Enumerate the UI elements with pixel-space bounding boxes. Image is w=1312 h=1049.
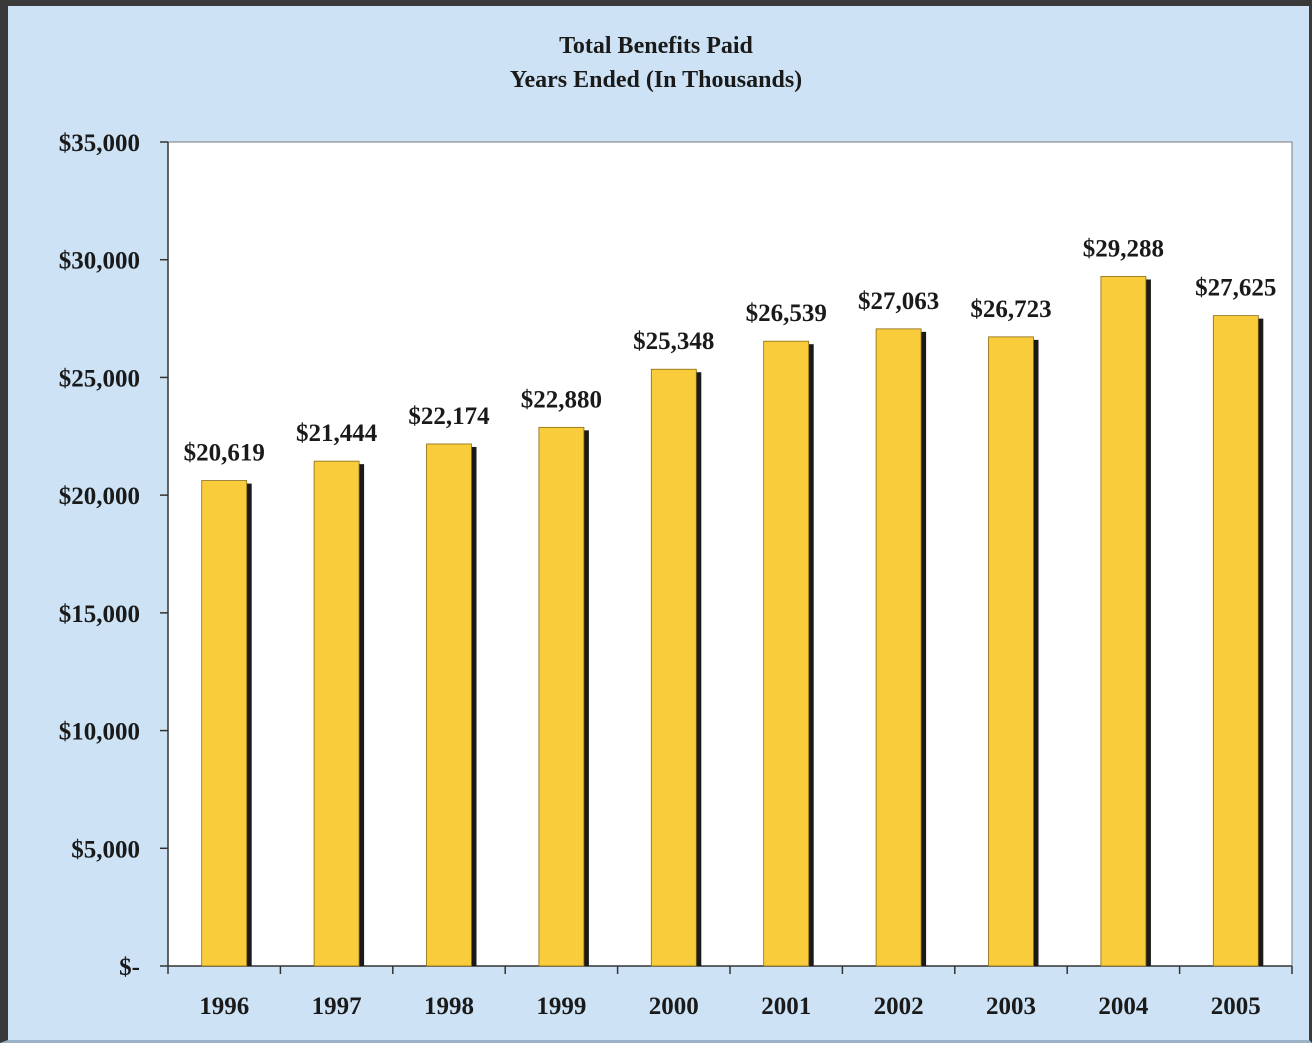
x-tick-label: 2004 [1098, 993, 1149, 1020]
data-label: $22,880 [521, 386, 602, 413]
bar [650, 368, 697, 967]
data-label: $20,619 [184, 440, 265, 467]
chart-title: Total Benefits Paid [559, 33, 753, 59]
x-axis: 1996 1997 1998 1999 2000 2001 2002 2003 2004 2005 [167, 965, 1293, 1020]
y-tick-label: $20,000 [59, 483, 140, 510]
x-tick-label: 2005 [1211, 993, 1261, 1020]
y-tick-label: $25,000 [59, 365, 140, 392]
y-tick-label: $15,000 [59, 601, 140, 628]
bar [426, 443, 472, 967]
x-tick-label: 1997 [312, 993, 362, 1020]
data-label: $21,444 [296, 420, 378, 447]
bar [313, 460, 360, 967]
y-axis: $- $5,000 $10,000 $15,000 $20,000 $25,000 $30,… [59, 130, 169, 981]
x-tick-label: 2000 [649, 993, 699, 1020]
y-tick-label: $- [119, 954, 140, 981]
data-label: $29,288 [1083, 235, 1164, 262]
bar [1100, 276, 1147, 967]
data-label: $26,539 [746, 300, 827, 327]
bars-group [201, 276, 1264, 967]
bar [875, 328, 922, 967]
bar [1212, 315, 1259, 967]
x-tick-label: 2003 [986, 993, 1036, 1020]
bar [988, 336, 1034, 967]
data-label: $26,723 [970, 296, 1051, 323]
bar [763, 340, 810, 967]
data-labels-group: $20,619 $21,444 $22,174 $22,880 $25,348 $26,5… [184, 235, 1277, 466]
y-tick-label: $5,000 [71, 836, 140, 863]
data-label: $27,063 [858, 288, 939, 315]
data-label: $25,348 [633, 328, 714, 355]
bar [538, 426, 585, 967]
data-label: $22,174 [408, 403, 490, 430]
x-tick-label: 2001 [761, 993, 811, 1020]
chart-subtitle: Years Ended (In Thousands) [510, 67, 802, 93]
bar-chart: Total Benefits Paid Years Ended (In Thou… [59, 33, 1293, 1020]
bar [201, 480, 248, 967]
x-tick-label: 1996 [199, 993, 249, 1020]
x-tick-label: 1999 [536, 993, 586, 1020]
x-tick-label: 2002 [874, 993, 924, 1020]
y-tick-label: $10,000 [59, 719, 140, 746]
y-tick-label: $30,000 [59, 248, 140, 275]
y-tick-label: $35,000 [59, 130, 140, 157]
x-tick-label: 1998 [424, 993, 474, 1020]
data-label: $27,625 [1195, 275, 1276, 302]
